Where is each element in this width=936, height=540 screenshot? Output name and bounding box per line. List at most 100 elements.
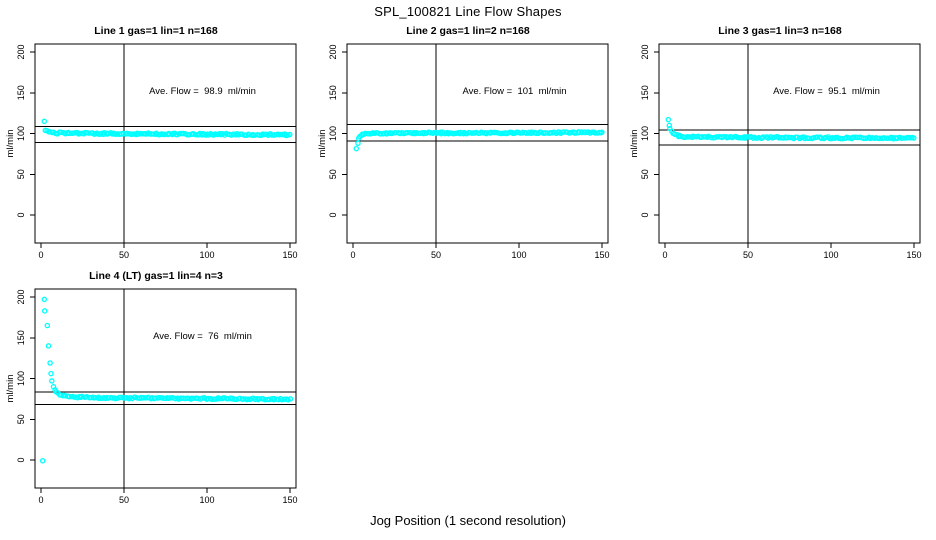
y-tick-label: 50 [16,169,26,179]
data-point [708,134,715,141]
y-tick-label: 150 [328,85,338,100]
panel-line-1-plot: 0 50 100 150 0 50 100 150 200 ml/min [5,43,298,260]
data-point [214,396,220,402]
data-point [362,130,369,137]
data-point [911,135,917,141]
data-point [135,131,142,137]
x-tick-label: 100 [511,250,526,260]
panel-line-4: 0 50 100 150 0 50 100 150 200 ml/min Line 4 (LT) … [0,265,312,510]
panel-line-4-plot: 0 50 100 150 0 50 100 150 200 ml/min [5,288,298,505]
x-tick-label: 0 [38,250,43,260]
data-point [389,130,396,136]
data-points [353,129,605,152]
y-tick-label: 50 [328,169,338,179]
data-point [287,131,293,138]
axes [30,288,297,493]
data-point [576,129,582,136]
axes [342,43,609,248]
data-point [829,135,836,141]
panel-line-1-ave-flow-label: Ave. Flow = 98.9 ml/min [149,86,256,97]
y-tick-label: 0 [640,212,650,217]
data-point [86,130,92,136]
data-point [97,395,104,402]
data-point [57,129,64,136]
panel-line-3-plot: 0 50 100 150 0 50 100 150 200 ml/min [629,43,922,260]
data-point [66,130,73,137]
plot-box [346,43,609,244]
data-point [256,395,263,402]
data-point [687,134,693,140]
x-tick-label: 100 [199,495,214,505]
axis-labels: 0 50 100 150 0 50 100 150 200 ml/min [5,44,298,260]
y-tick-label: 100 [16,126,26,141]
x-tick-label: 150 [594,250,609,260]
y-tick-label: 200 [16,44,26,59]
y-tick-label: 0 [16,457,26,462]
data-point [167,131,173,137]
data-points [41,118,293,139]
panel-line-1: 0 50 100 150 0 50 100 150 200 ml/min Line 1 gas=1… [0,20,312,265]
panel-line-1-title: Line 1 gas=1 lin=1 n=168 [94,25,218,37]
x-tick-label: 100 [823,250,838,260]
data-point [71,394,78,400]
panel-line-4-title: Line 4 (LT) gas=1 lin=4 n=3 [89,270,223,282]
y-tick-label: 200 [640,44,650,59]
data-point [92,394,99,401]
data-point [355,140,361,147]
data-point [41,296,48,303]
y-tick-label: 150 [16,330,26,345]
x-axis-label: Jog Position (1 second resolution) [370,513,566,528]
data-point [287,396,294,402]
y-tick-label: 50 [640,169,650,179]
y-tick-label: 200 [16,289,26,304]
data-point [48,370,54,377]
x-tick-label: 50 [431,250,441,260]
data-point [671,131,678,137]
data-point [561,129,567,135]
y-tick-label: 200 [328,44,338,59]
data-point [405,129,411,136]
panel-line-2-plot: 0 50 100 150 0 50 100 150 200 ml/min [317,43,610,260]
y-tick-label: 0 [16,212,26,217]
x-tick-label: 150 [282,495,297,505]
panel-line-2: 0 50 100 150 0 50 100 150 200 ml/min Line 2 gas=1… [312,20,624,265]
data-point [884,135,891,142]
axis-labels: 0 50 100 150 0 50 100 150 200 ml/min [5,289,298,505]
page-title: SPL_100821 Line Flow Shapes [374,4,562,19]
x-tick-label: 50 [119,495,129,505]
data-point [447,130,453,136]
data-point [523,130,529,136]
data-point [353,145,360,152]
data-point [185,395,191,402]
y-axis-label: ml/min [5,375,16,403]
y-tick-label: 100 [16,371,26,386]
data-point [881,135,888,141]
data-points [39,296,294,464]
data-point [49,378,55,384]
data-point [573,130,579,136]
panel-line-3-ave-flow-label: Ave. Flow = 95.1 ml/min [773,86,880,97]
data-point [41,308,48,314]
x-tick-label: 50 [743,250,753,260]
data-point [377,131,384,137]
data-point [427,130,434,136]
y-tick-label: 50 [16,414,26,424]
data-point [666,122,673,129]
y-tick-label: 100 [640,126,650,141]
x-tick-label: 100 [199,250,214,260]
plot-box [658,43,921,244]
data-point [47,360,53,366]
data-point [579,129,585,136]
axes [654,43,921,248]
data-point [45,343,52,349]
x-tick-label: 0 [38,495,43,505]
panel-line-3-title: Line 3 gas=1 lin=3 n=168 [718,25,842,37]
x-tick-label: 50 [119,250,129,260]
y-tick-label: 150 [640,85,650,100]
x-tick-label: 0 [662,250,667,260]
y-axis-label: ml/min [5,130,16,158]
axis-labels: 0 50 100 150 0 50 100 150 200 ml/min [629,44,922,260]
x-tick-label: 150 [282,250,297,260]
panel-line-4-ave-flow-label: Ave. Flow = 76 ml/min [153,331,252,342]
data-point [374,130,381,136]
